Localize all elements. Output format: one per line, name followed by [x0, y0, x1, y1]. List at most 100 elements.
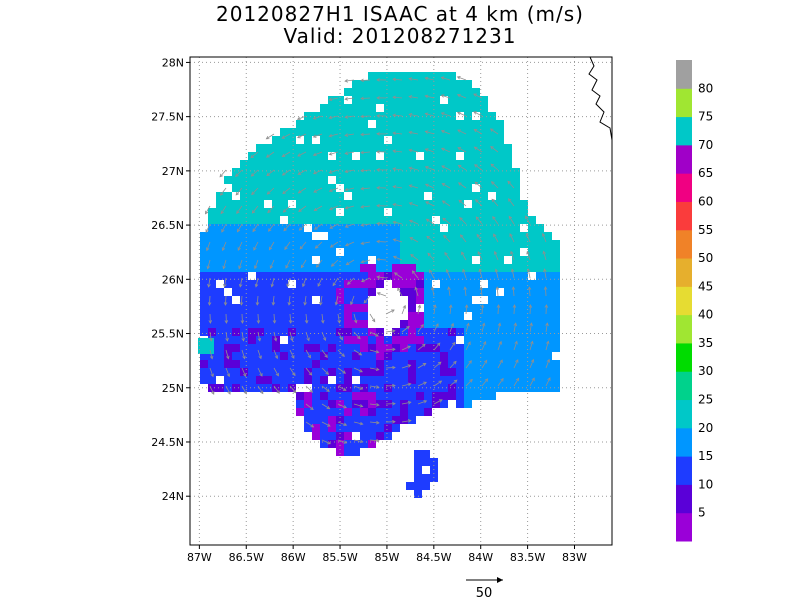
- wind-cell: [368, 152, 376, 160]
- wind-vector: [449, 323, 454, 333]
- wind-vector: [481, 378, 488, 387]
- wind-cell: [208, 384, 216, 392]
- lat-tick-label: 25.5N: [151, 328, 184, 341]
- wind-vector: [266, 133, 275, 140]
- wind-vector-head: [546, 358, 550, 363]
- wind-cell: [440, 376, 448, 384]
- wind-cell: [480, 256, 488, 264]
- wind-cell: [464, 328, 472, 336]
- wind-cell: [312, 424, 320, 432]
- wind-cell: [208, 304, 216, 312]
- wind-cell: [312, 312, 320, 320]
- colorbar-swatch: [676, 314, 692, 344]
- wind-cell: [368, 136, 376, 144]
- wind-cell: [384, 216, 392, 224]
- wind-vector: [462, 269, 467, 279]
- wind-vector: [401, 401, 411, 405]
- wind-cell: [328, 160, 336, 168]
- wind-cell: [400, 288, 408, 296]
- wind-cell: [528, 296, 536, 304]
- wind-cell: [360, 264, 368, 272]
- wind-cell: [200, 296, 208, 304]
- wind-cell: [504, 368, 512, 376]
- wind-cell: [264, 184, 272, 192]
- wind-vector-head: [500, 377, 504, 382]
- wind-cell: [224, 216, 232, 224]
- wind-cell: [424, 368, 432, 376]
- wind-vector: [305, 421, 314, 428]
- wind-vector: [273, 349, 278, 359]
- wind-cell: [536, 240, 544, 248]
- wind-cell: [360, 328, 368, 336]
- wind-cell: [504, 152, 512, 160]
- wind-cell: [312, 384, 320, 392]
- wind-cell: [384, 432, 392, 440]
- wind-vector: [465, 323, 470, 333]
- wind-vector: [529, 377, 535, 387]
- wind-cell: [440, 104, 448, 112]
- wind-cell: [328, 272, 336, 280]
- wind-vector: [320, 295, 323, 305]
- wind-vector-head: [344, 224, 349, 228]
- wind-cell: [480, 240, 488, 248]
- wind-cell: [416, 128, 424, 136]
- wind-cell: [408, 224, 416, 232]
- wind-cell: [376, 120, 384, 128]
- wind-cell: [408, 112, 416, 120]
- wind-cell: [304, 232, 312, 240]
- wind-vector-head: [326, 423, 331, 427]
- wind-cell: [400, 104, 408, 112]
- wind-vector-head: [206, 247, 210, 252]
- wind-cell: [512, 368, 520, 376]
- wind-cell: [416, 200, 424, 208]
- wind-vector-head: [274, 355, 279, 360]
- wind-vector: [345, 151, 355, 155]
- wind-vector: [401, 345, 411, 351]
- wind-vector: [225, 385, 231, 395]
- wind-vector-head: [392, 401, 396, 406]
- wind-cell: [416, 288, 424, 296]
- wind-cell: [240, 248, 248, 256]
- wind-cell: [456, 288, 464, 296]
- wind-cell: [480, 144, 488, 152]
- wind-cell: [544, 248, 552, 256]
- wind-cell: [504, 304, 512, 312]
- wind-cell: [544, 280, 552, 288]
- wind-vector: [409, 202, 419, 207]
- wind-cell: [320, 432, 328, 440]
- colorbar-swatch: [676, 342, 692, 372]
- wind-cell: [416, 272, 424, 280]
- wind-vector: [299, 241, 307, 250]
- wind-vector-head: [481, 322, 486, 327]
- wind-vector-head: [270, 283, 275, 288]
- wind-cell: [416, 104, 424, 112]
- wind-cell: [416, 120, 424, 128]
- wind-cell: [240, 376, 248, 384]
- wind-cell: [496, 200, 504, 208]
- wind-cell: [496, 304, 504, 312]
- wind-cell: [432, 104, 440, 112]
- wind-cell: [448, 376, 456, 384]
- wind-cell: [464, 104, 472, 112]
- wind-vector: [289, 385, 297, 394]
- wind-cell: [384, 120, 392, 128]
- wind-cell: [384, 240, 392, 248]
- wind-cell: [472, 208, 480, 216]
- wind-cell: [552, 360, 560, 368]
- wind-vector-head: [529, 322, 533, 327]
- wind-cell: [384, 248, 392, 256]
- wind-cell: [288, 360, 296, 368]
- wind-cell: [400, 160, 408, 168]
- wind-cell: [456, 400, 464, 408]
- wind-cell: [224, 264, 232, 272]
- wind-cell: [344, 328, 352, 336]
- wind-cell: [432, 384, 440, 392]
- wind-cell: [264, 232, 272, 240]
- wind-vector-head: [220, 192, 224, 196]
- wind-vector-head: [440, 94, 445, 98]
- wind-cell: [432, 360, 440, 368]
- wind-cell: [424, 88, 432, 96]
- wind-cell: [304, 144, 312, 152]
- wind-cell: [432, 400, 440, 408]
- wind-cell: [256, 312, 264, 320]
